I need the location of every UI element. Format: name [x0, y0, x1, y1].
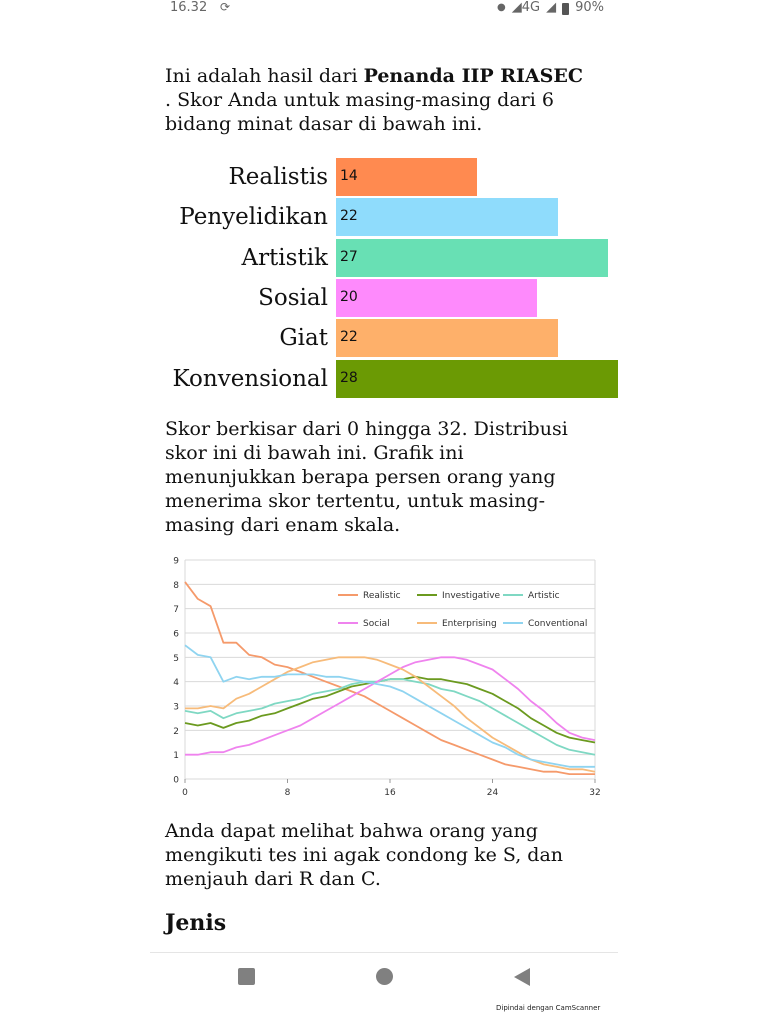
conclusion-paragraph: Anda dapat melihat bahwa orang yang meng… — [165, 820, 564, 890]
x-tick-label: 8 — [285, 788, 291, 798]
score-bar — [336, 158, 477, 196]
score-bar — [336, 359, 618, 398]
intro-suffix: . Skor Anda untuk masing-masing dari 6 b… — [165, 89, 554, 135]
scanner-watermark: Dipindai dengan CamScanner — [496, 1004, 601, 1012]
y-tick-label: 4 — [173, 678, 179, 688]
status-time: 16.32 — [170, 0, 208, 15]
intro-test-name: Penanda IIP RIASEC — [363, 65, 583, 87]
score-label: Konvensional — [172, 365, 328, 392]
legend-label: Artistic — [528, 591, 560, 601]
y-tick-label: 0 — [173, 776, 179, 786]
battery-icon — [562, 2, 570, 15]
score-value: 28 — [340, 369, 358, 386]
score-bar — [336, 278, 538, 317]
score-bar — [336, 238, 608, 277]
series-line-social — [185, 656, 596, 756]
y-tick-label: 1 — [173, 751, 179, 761]
score-value: 14 — [340, 168, 358, 184]
y-tick-label: 2 — [173, 727, 179, 737]
score-label: Artistik — [241, 244, 328, 271]
section-heading: Jenis — [165, 910, 227, 936]
score-row: Konvensional 28 — [0, 359, 768, 398]
series-line-conventional — [184, 644, 595, 768]
y-tick-label: 3 — [173, 703, 179, 713]
series-line-artistic — [184, 678, 596, 756]
back-icon[interactable] — [511, 966, 533, 988]
battery-level: 90% — [575, 0, 604, 15]
legend-label: Social — [363, 619, 390, 629]
score-bar — [336, 198, 558, 237]
y-tick-label: 5 — [173, 654, 179, 664]
legend-label: Realistic — [363, 591, 401, 601]
distribution-chart: 0 1 2 3 4 5 6 7 8 9 0 8 16 24 32 Realistic Investigative… — [163, 552, 603, 802]
score-row: Giat 22 — [0, 319, 768, 358]
intro-prefix: Ini adalah hasil dari — [165, 65, 364, 87]
score-bar — [336, 319, 558, 358]
score-label: Sosial — [258, 284, 328, 311]
score-label: Realistis — [228, 164, 328, 190]
y-tick-label: 7 — [173, 605, 179, 615]
y-tick-label: 9 — [173, 557, 179, 567]
status-bar: 16.32 ⟳ ● ◢4G ◢ 90% — [150, 0, 618, 20]
score-row: Sosial 20 — [0, 278, 768, 317]
score-value: 20 — [340, 288, 358, 305]
score-row: Realistis 14 — [0, 158, 768, 196]
x-tick-label: 16 — [384, 788, 396, 798]
home-icon[interactable] — [374, 966, 396, 988]
sync-icon: ⟳ — [220, 0, 231, 14]
x-tick-label: 32 — [589, 788, 600, 798]
y-tick-label: 8 — [173, 581, 179, 591]
score-value: 22 — [340, 329, 358, 346]
legend-label: Conventional — [528, 619, 587, 629]
network-type: ◢4G — [511, 0, 541, 15]
score-label: Penyelidikan — [179, 204, 328, 231]
score-row: Penyelidikan 22 — [0, 198, 768, 237]
x-tick-label: 0 — [182, 788, 188, 798]
score-label: Giat — [279, 325, 328, 352]
score-row: Artistik 27 — [0, 238, 768, 277]
x-tick-label: 24 — [487, 788, 499, 798]
signal-icon: ◢ — [546, 0, 557, 15]
recent-apps-icon[interactable] — [236, 966, 258, 988]
nav-divider — [150, 952, 618, 953]
chart-svg: 0 1 2 3 4 5 6 7 8 9 0 8 16 24 32 Realistic Investigative… — [173, 557, 600, 799]
legend-label: Investigative — [442, 591, 501, 601]
distribution-paragraph: Skor berkisar dari 0 hingga 32. Distribu… — [165, 418, 568, 536]
status-indicators: ● ◢4G ◢ 90% — [497, 0, 604, 15]
series-line-realistic — [184, 581, 595, 776]
score-value: 27 — [340, 248, 358, 265]
y-tick-label: 6 — [173, 630, 179, 640]
legend-label: Enterprising — [442, 619, 497, 629]
score-value: 22 — [340, 208, 358, 225]
intro-paragraph: Ini adalah hasil dari Penanda IIP RIASEC… — [165, 64, 585, 136]
navigation-bar — [150, 960, 618, 994]
dot-icon: ● — [497, 2, 506, 13]
